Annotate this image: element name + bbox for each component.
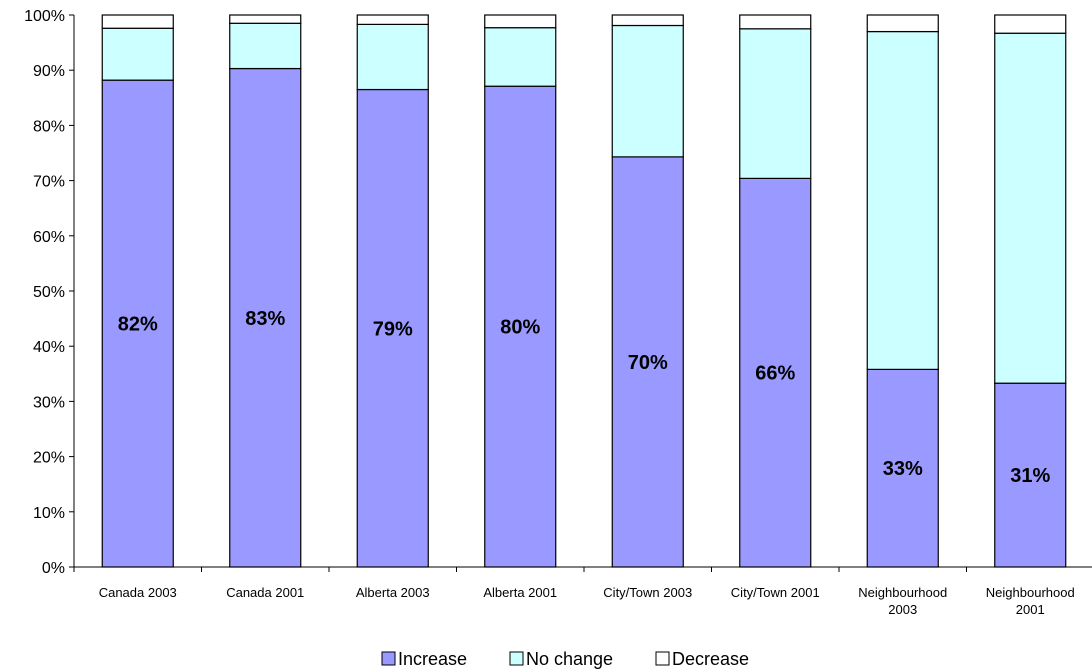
legend-label: Increase [398, 649, 467, 669]
y-tick-label: 70% [33, 174, 65, 191]
category-label: Neighbourhood [986, 585, 1075, 600]
data-label: 80% [500, 317, 540, 339]
data-label: 33% [883, 458, 923, 480]
category-label: Alberta 2001 [483, 585, 557, 600]
bar-segment-no-change [230, 23, 301, 68]
data-label: 31% [1010, 465, 1050, 487]
y-tick-label: 0% [42, 560, 65, 577]
data-label: 70% [628, 352, 668, 374]
category-label: Canada 2001 [226, 585, 304, 600]
bar-segment-decrease [612, 15, 683, 25]
category-label: 2003 [888, 602, 917, 617]
y-tick-label: 50% [33, 284, 65, 301]
bar-segment-decrease [230, 15, 301, 23]
bar-segment-no-change [995, 33, 1066, 383]
bar-segment-decrease [102, 15, 173, 28]
bar-segment-no-change [612, 25, 683, 156]
bar-segment-decrease [740, 15, 811, 29]
bars-layer: 82% 83% 79% 80% 70% 66% 33% 31% [102, 15, 1066, 567]
bar-segment-decrease [485, 15, 556, 28]
category-label: Alberta 2003 [356, 585, 430, 600]
data-label: 79% [373, 318, 413, 340]
y-tick-label: 90% [33, 63, 65, 80]
category-label: 2001 [1016, 602, 1045, 617]
legend-label: No change [526, 649, 613, 669]
bar-segment-decrease [995, 15, 1066, 33]
bar-segment-decrease [867, 15, 938, 32]
bar-segment-no-change [867, 32, 938, 370]
legend-swatch [656, 652, 669, 665]
bar-segment-no-change [740, 29, 811, 179]
bar-segment-no-change [485, 28, 556, 87]
legend-swatch [382, 652, 395, 665]
data-label: 66% [755, 363, 795, 385]
y-tick-label: 80% [33, 118, 65, 135]
data-label: 82% [118, 314, 158, 336]
legend-swatch [510, 652, 523, 665]
y-tick-label: 20% [33, 450, 65, 467]
y-tick-label: 30% [33, 394, 65, 411]
legend-label: Decrease [672, 649, 749, 669]
legend: Increase No change Decrease [382, 649, 749, 669]
bar-segment-decrease [357, 15, 428, 24]
data-label: 83% [245, 308, 285, 330]
category-label: City/Town 2003 [603, 585, 692, 600]
y-tick-label: 40% [33, 339, 65, 356]
category-label: Canada 2003 [99, 585, 177, 600]
bar-segment-no-change [357, 24, 428, 89]
category-label: City/Town 2001 [731, 585, 820, 600]
bar-segment-no-change [102, 28, 173, 80]
category-label: Neighbourhood [858, 585, 947, 600]
y-tick-label: 10% [33, 505, 65, 522]
y-tick-label: 60% [33, 229, 65, 246]
y-tick-label: 100% [24, 8, 65, 25]
x-axis-labels: Canada 2003 Canada 2001 Alberta 2003 Albert… [99, 585, 1075, 617]
